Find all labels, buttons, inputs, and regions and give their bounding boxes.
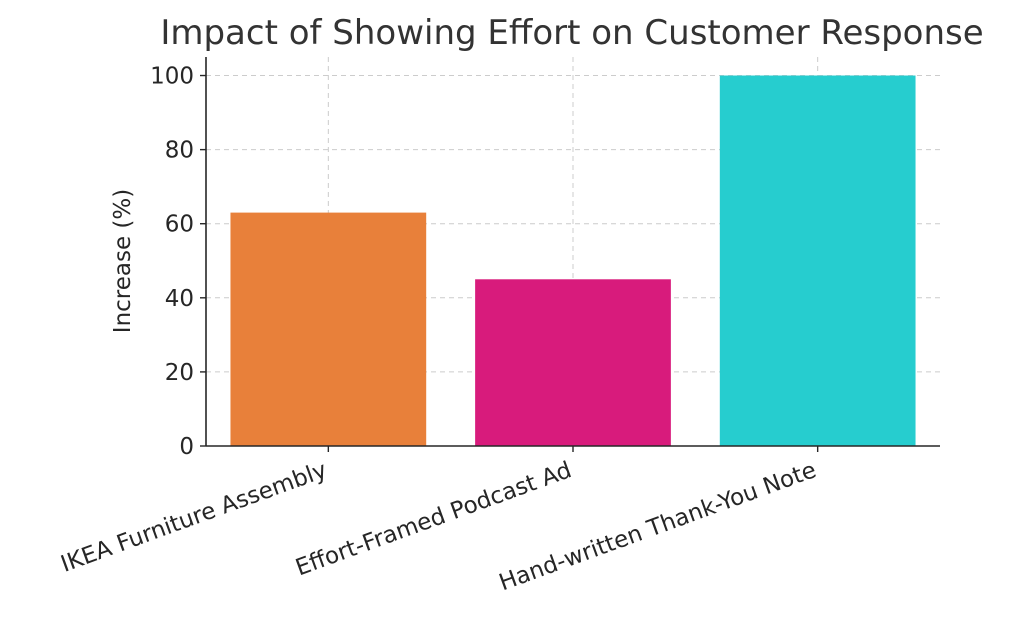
y-tick-label: 100 [150, 64, 194, 90]
y-tick-label: 80 [165, 138, 194, 164]
y-tick-label: 60 [165, 212, 194, 238]
y-axis-label: Increase (%) [110, 189, 136, 333]
x-tick-label: IKEA Furniture Assembly [58, 457, 331, 577]
bar [475, 279, 671, 446]
bar [719, 75, 916, 447]
y-tick-label: 40 [165, 286, 194, 312]
bar [230, 212, 427, 446]
y-tick-label: 20 [165, 360, 194, 386]
bar-layer [230, 75, 916, 447]
y-tick-label: 0 [179, 434, 194, 460]
chart-title: Impact of Showing Effort on Customer Res… [160, 13, 983, 53]
